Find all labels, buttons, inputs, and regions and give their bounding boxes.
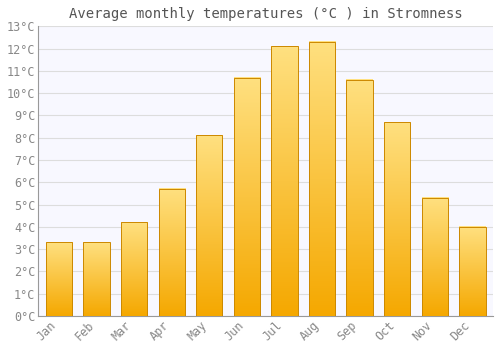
- Bar: [272, 46, 297, 316]
- Bar: [384, 122, 410, 316]
- Bar: [309, 42, 335, 316]
- Bar: [422, 198, 448, 316]
- Bar: [158, 189, 185, 316]
- Bar: [46, 243, 72, 316]
- Bar: [422, 198, 448, 316]
- Bar: [196, 135, 222, 316]
- Bar: [346, 80, 373, 316]
- Bar: [84, 243, 110, 316]
- Bar: [196, 135, 222, 316]
- Bar: [121, 222, 147, 316]
- Bar: [384, 122, 410, 316]
- Title: Average monthly temperatures (°C ) in Stromness: Average monthly temperatures (°C ) in St…: [69, 7, 462, 21]
- Bar: [234, 78, 260, 316]
- Bar: [459, 227, 485, 316]
- Bar: [121, 222, 147, 316]
- Bar: [459, 227, 485, 316]
- Bar: [346, 80, 373, 316]
- Bar: [272, 46, 297, 316]
- Bar: [234, 78, 260, 316]
- Bar: [84, 243, 110, 316]
- Bar: [46, 243, 72, 316]
- Bar: [158, 189, 185, 316]
- Bar: [309, 42, 335, 316]
